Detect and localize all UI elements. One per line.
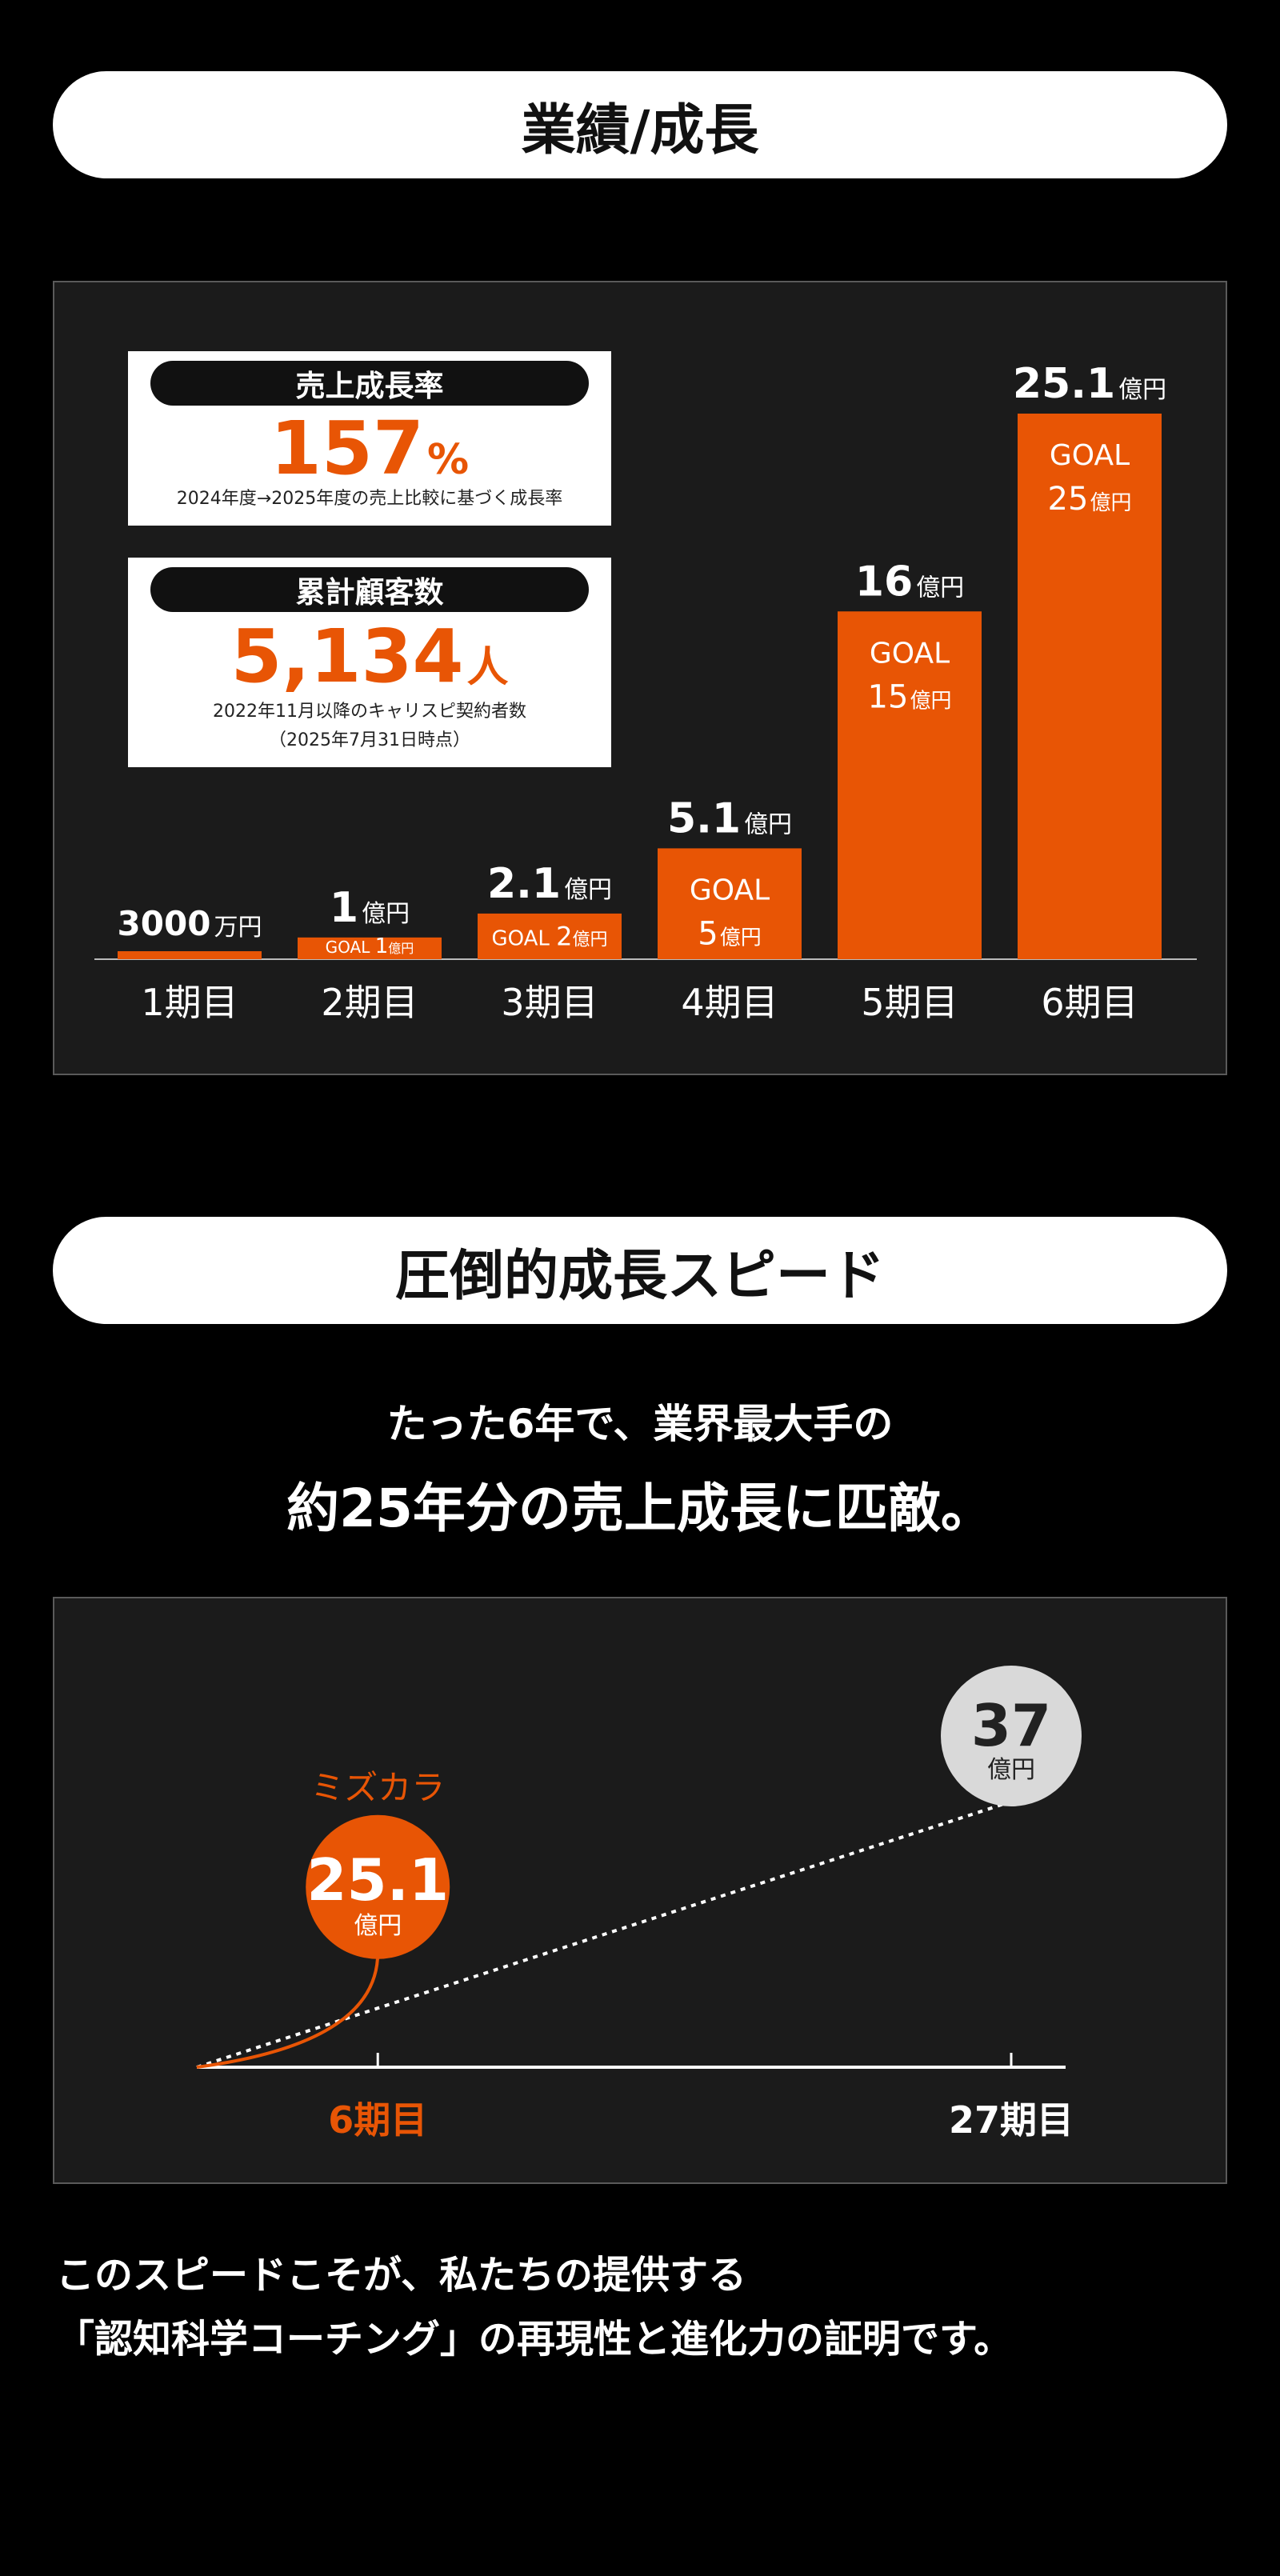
mizukara-value: 25.1	[306, 1846, 449, 1914]
revenue-bar	[118, 951, 262, 959]
bar-goal-label: GOAL	[870, 637, 950, 670]
mizukara-unit: 億円	[354, 1912, 402, 1940]
comparison-dotted-line	[196, 1800, 1012, 2069]
bar-category-label: 5期目	[861, 981, 958, 1024]
revenue-bar	[838, 611, 982, 959]
revenue-bar	[478, 913, 622, 959]
revenue-bar	[298, 937, 442, 959]
bar-goal-inline: GOAL 2億円	[491, 921, 607, 951]
growth-rate-note: 2024年度→2025年度の売上比較に基づく成長率	[176, 489, 563, 509]
bar-goal-label: GOAL	[1050, 439, 1130, 472]
growth-rate-title: 売上成長率	[150, 361, 589, 406]
competitor-unit: 億円	[987, 1756, 1035, 1784]
bar-goal-value: 5億円	[698, 915, 761, 952]
customer-count-note-2: （2025年7月31日時点）	[269, 730, 470, 750]
customer-count-title: 累計顧客数	[150, 567, 589, 612]
growth-rate-number: 157	[270, 406, 424, 491]
bar-value-label: 5.1 億円	[667, 794, 792, 842]
closing-line-1: このスピードこそが、私たちの提供する	[56, 2253, 747, 2298]
section-title-performance: 業績/成長	[53, 71, 1227, 178]
growth-rate-unit: %	[426, 436, 470, 484]
competitor-value-bubble	[941, 1666, 1082, 1806]
growth-rate-value: 157%	[128, 406, 611, 491]
bar-value-label: 2.1 億円	[487, 860, 612, 908]
bar-goal-value: 15億円	[868, 678, 952, 715]
bar-value-label: 1 億円	[330, 884, 410, 932]
bar-goal-label: GOAL	[690, 874, 770, 906]
revenue-bar	[1018, 414, 1162, 959]
bar-category-label: 3期目	[501, 981, 598, 1024]
bar-category-label: 6期目	[1041, 981, 1138, 1024]
customer-count-card: 累計顧客数 5,134人 2022年11月以降のキャリスピ契約者数 （2025年…	[128, 558, 611, 767]
section-title-speed: 圧倒的成長スピード	[53, 1217, 1227, 1324]
closing-line-2: 「認知科学コーチング」の再現性と進化力の証明です。	[56, 2317, 1013, 2362]
speed-lead-line-1: たった6年で、業界最大手の	[386, 1401, 894, 1447]
customer-count-number: 5,134	[230, 614, 464, 699]
customer-count-unit: 人	[466, 644, 509, 692]
bar-category-label: 1期目	[141, 981, 238, 1024]
revenue-bar	[658, 848, 802, 959]
bar-value-label: 25.1 億円	[1013, 360, 1166, 408]
growth-rate-card: 売上成長率 157% 2024年度→2025年度の売上比較に基づく成長率	[128, 351, 611, 526]
bar-value-label: 16 億円	[855, 558, 964, 606]
x-tick-label: 27期目	[949, 2098, 1074, 2142]
mizukara-growth-curve	[196, 1952, 380, 2069]
speed-chart-panel: 6期目 27期目 25.1 億円 ミズカラ 37 億円	[53, 1597, 1227, 2184]
speed-lead-line-2: 約25年分の売上成長に匹敵。	[286, 1478, 994, 1539]
growth-chart-panel: 3000 万円 1期目 1 億円 GOAL 1億円 2期目 2.1 億円 GOAL 2億円 3期目 5…	[53, 281, 1227, 1075]
mizukara-series-label: ミズカラ	[310, 1768, 445, 1807]
section-title-text: 業績/成長	[521, 98, 759, 162]
bar-goal-value: 25億円	[1048, 481, 1132, 518]
bar-category-label: 4期目	[681, 981, 778, 1024]
section-title-text: 圧倒的成長スピード	[394, 1244, 885, 1308]
mizukara-value-bubble	[306, 1814, 450, 1959]
customer-count-value: 5,134人	[128, 614, 611, 699]
bar-category-label: 2期目	[321, 981, 418, 1024]
competitor-value: 37	[971, 1692, 1051, 1759]
x-tick-label: 6期目	[328, 2098, 427, 2142]
customer-count-note-1: 2022年11月以降のキャリスピ契約者数	[213, 702, 526, 722]
bar-value-label: 3000 万円	[118, 904, 262, 943]
bar-goal-inline: GOAL 1億円	[326, 934, 414, 958]
